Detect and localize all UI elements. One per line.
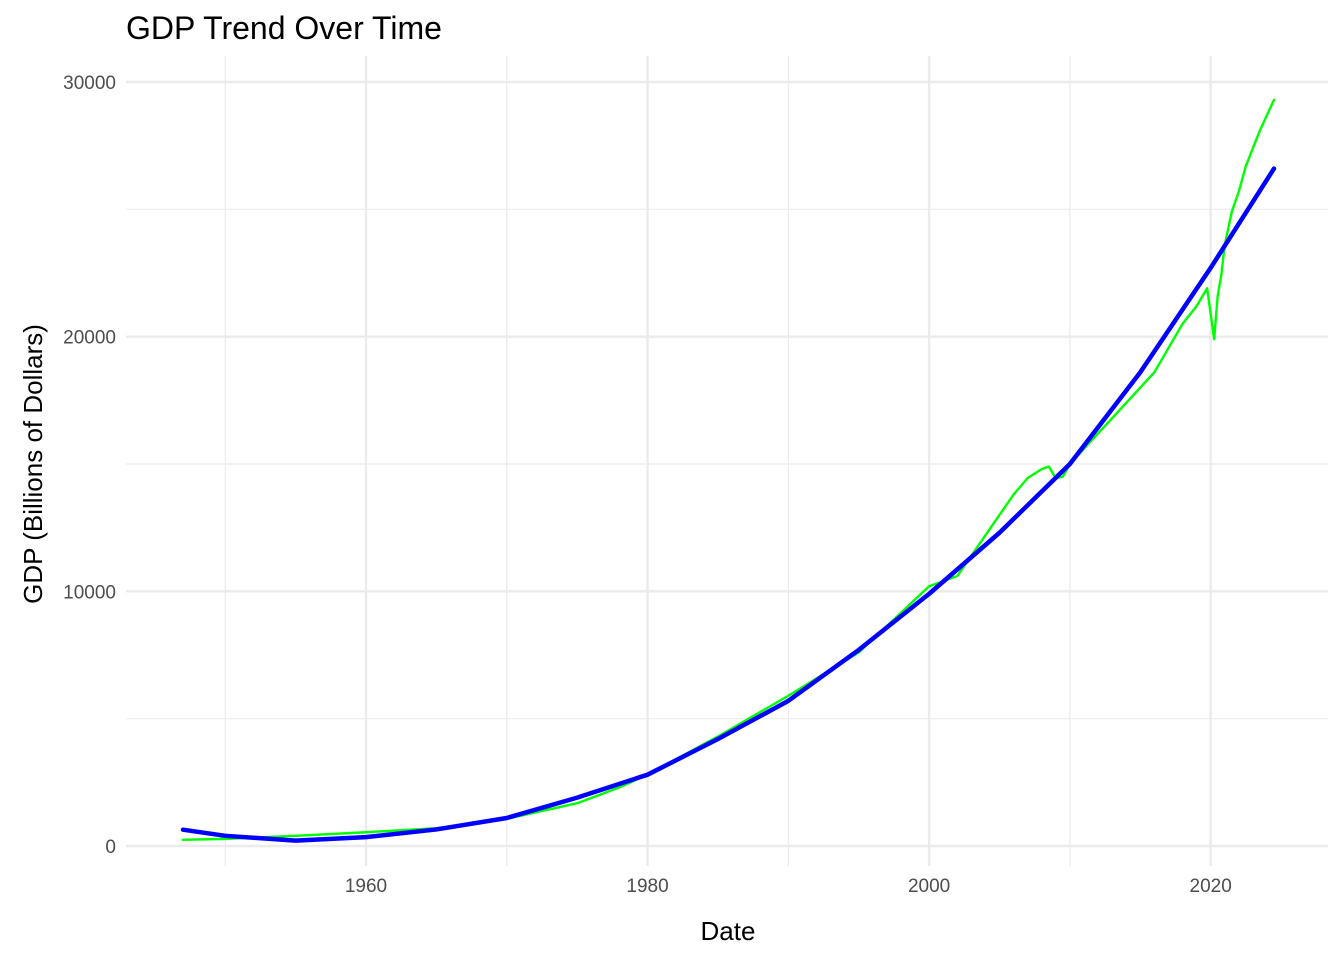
y-tick-label: 0 (105, 837, 116, 858)
y-axis-title: GDP (Billions of Dollars) (18, 324, 48, 604)
series-line-observed (181, 98, 1276, 842)
grid-lines (126, 56, 1328, 866)
y-tick-label: 30000 (63, 73, 116, 94)
y-tick-label: 20000 (63, 328, 116, 349)
chart-title: GDP Trend Over Time (126, 10, 442, 46)
tick-labels: 1960 1980 2000 2020 0 10000 20000 30000 (63, 73, 1232, 897)
x-tick-label: 1980 (626, 876, 668, 897)
x-tick-label: 2020 (1190, 876, 1232, 897)
x-tick-label: 1960 (345, 876, 387, 897)
series-group (180, 98, 1277, 843)
x-axis-title: Date (701, 916, 756, 946)
series-line-trend (180, 166, 1277, 843)
x-tick-label: 2000 (908, 876, 950, 897)
y-tick-label: 10000 (63, 582, 116, 603)
